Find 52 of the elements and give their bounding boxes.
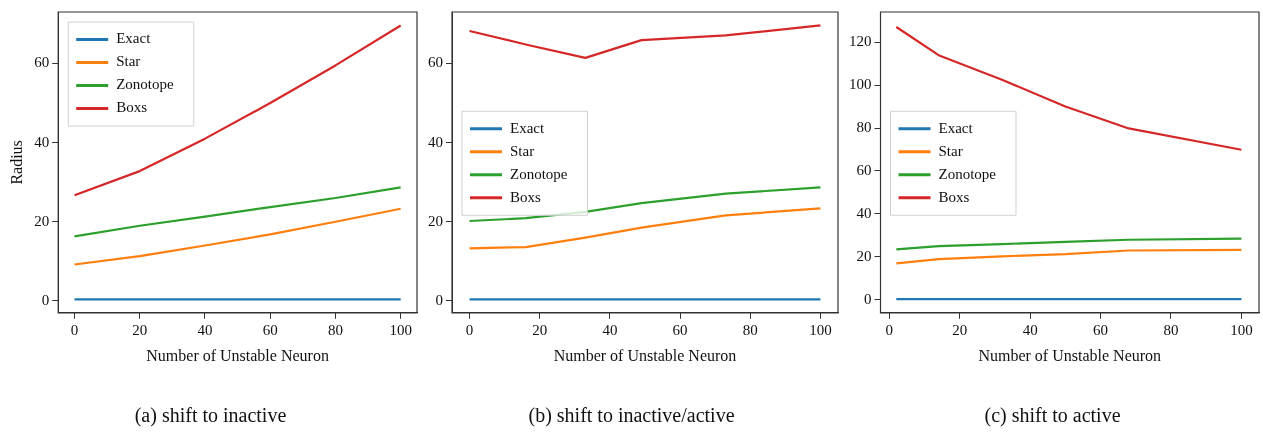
legend-label: Zonotope	[116, 76, 175, 93]
y-tick-label: 100	[849, 75, 872, 92]
x-tick-label: 100	[1230, 321, 1253, 338]
x-tick-label: 80	[327, 321, 343, 338]
legend-label: Zonotope	[938, 165, 997, 182]
x-tick-label: 80	[742, 321, 758, 338]
y-tick-label: 20	[856, 247, 872, 264]
legend-label: Zonotope	[510, 165, 568, 182]
legend-label: Boxs	[938, 188, 970, 205]
legend-label: Star	[938, 142, 963, 159]
legend-label: Star	[510, 142, 535, 159]
legend-label: Star	[116, 53, 141, 70]
x-tick-label: 60	[672, 321, 688, 338]
y-tick-label: 40	[428, 133, 443, 150]
x-tick-label: 100	[389, 321, 412, 338]
y-tick-label: 60	[34, 54, 50, 71]
legend-label: Exact	[116, 30, 152, 47]
x-tick-label: 60	[262, 321, 278, 338]
legend-label: Boxs	[116, 99, 148, 116]
y-tick-label: 60	[428, 54, 443, 71]
y-tick-label: 20	[34, 212, 50, 229]
y-tick-label: 20	[428, 212, 443, 229]
x-axis-title: Number of Unstable Neuron	[978, 346, 1162, 364]
y-axis-title: Radius	[7, 140, 25, 185]
x-tick-label: 80	[1163, 321, 1179, 338]
x-tick-label: 20	[532, 321, 548, 338]
text: (b) shift to inactive/active	[527, 404, 736, 427]
y-tick-label: 120	[849, 33, 872, 50]
y-tick-label: 80	[856, 118, 872, 135]
text: (c) shift to active	[983, 404, 1122, 427]
x-tick-label: 0	[465, 321, 474, 338]
x-tick-label: 40	[602, 321, 618, 338]
y-tick-label: 0	[435, 291, 443, 308]
x-axis-title: Number of Unstable Neuron	[553, 346, 737, 364]
legend-label: Exact	[938, 119, 974, 136]
y-tick-label: 40	[856, 204, 872, 221]
text: (a) shift to inactive	[133, 404, 288, 427]
x-tick-label: 20	[132, 321, 148, 338]
x-tick-label: 0	[70, 321, 79, 338]
legend-label: Exact	[510, 119, 545, 136]
x-tick-label: 20	[952, 321, 968, 338]
x-tick-label: 40	[197, 321, 213, 338]
x-tick-label: 60	[1093, 321, 1109, 338]
y-tick-label: 40	[34, 133, 50, 150]
x-tick-label: 0	[885, 321, 894, 338]
x-axis-title: Number of Unstable Neuron	[146, 346, 329, 364]
y-tick-label: 0	[864, 290, 872, 307]
x-tick-label: 100	[809, 321, 832, 338]
y-tick-label: 60	[856, 161, 872, 178]
y-tick-label: 0	[41, 291, 50, 308]
legend-label: Boxs	[510, 188, 541, 205]
x-tick-label: 40	[1022, 321, 1038, 338]
